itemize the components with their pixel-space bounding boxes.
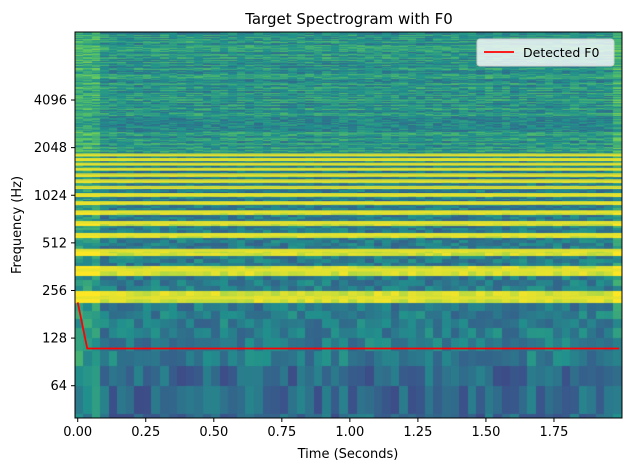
legend-label-detected-f0: Detected F0 xyxy=(523,45,599,60)
x-tick-label: 1.00 xyxy=(335,425,364,440)
y-tick-label: 1024 xyxy=(34,189,67,204)
legend: Detected F0 xyxy=(476,38,615,67)
y-tick-label: 4096 xyxy=(34,94,67,109)
harmonic-band xyxy=(75,193,622,197)
x-tick-label: 0.50 xyxy=(199,425,228,440)
y-tick-label: 256 xyxy=(42,284,67,299)
harmonic-band xyxy=(75,210,622,214)
y-tick-label: 128 xyxy=(42,332,67,347)
harmonic-band xyxy=(75,185,622,189)
x-tick-label: 0.00 xyxy=(63,425,92,440)
harmonic-band xyxy=(75,153,622,157)
harmonic-band xyxy=(75,233,622,237)
harmonic-band xyxy=(75,248,622,252)
harmonic-band xyxy=(75,157,622,161)
y-axis-ticks: 64 128 256 512 1024 2048 4096 xyxy=(34,94,75,394)
plot-frame xyxy=(74,31,623,419)
x-tick-label: 0.25 xyxy=(131,425,160,440)
y-axis-label: Frequency (Hz) xyxy=(10,176,25,274)
harmonic-band xyxy=(75,179,622,183)
harmonic-band xyxy=(75,220,622,224)
harmonic-band xyxy=(75,268,622,272)
x-tick-label: 0.75 xyxy=(267,425,296,440)
harmonic-band xyxy=(75,201,622,205)
spectrogram-image xyxy=(75,32,622,418)
chart-title: Target Spectrogram with F0 xyxy=(244,10,453,28)
f0-series-line xyxy=(76,302,620,350)
harmonic-band xyxy=(75,167,622,171)
y-tick-label: 2048 xyxy=(34,141,67,156)
y-tick-label: 64 xyxy=(50,379,67,394)
f0-series-layer xyxy=(76,302,620,350)
x-axis-label: Time (Seconds) xyxy=(297,447,399,462)
x-axis-ticks: 0.00 0.25 0.50 0.75 1.00 1.25 1.50 1.75 xyxy=(63,418,568,440)
harmonic-band xyxy=(75,296,622,300)
harmonic-band xyxy=(75,173,622,177)
x-tick-label: 1.50 xyxy=(471,425,500,440)
x-tick-label: 1.25 xyxy=(403,425,432,440)
x-tick-label: 1.75 xyxy=(539,425,568,440)
legend-box xyxy=(476,38,615,67)
y-tick-label: 512 xyxy=(42,236,67,251)
harmonic-band xyxy=(75,162,622,166)
spectrogram-heatmap xyxy=(75,32,622,418)
